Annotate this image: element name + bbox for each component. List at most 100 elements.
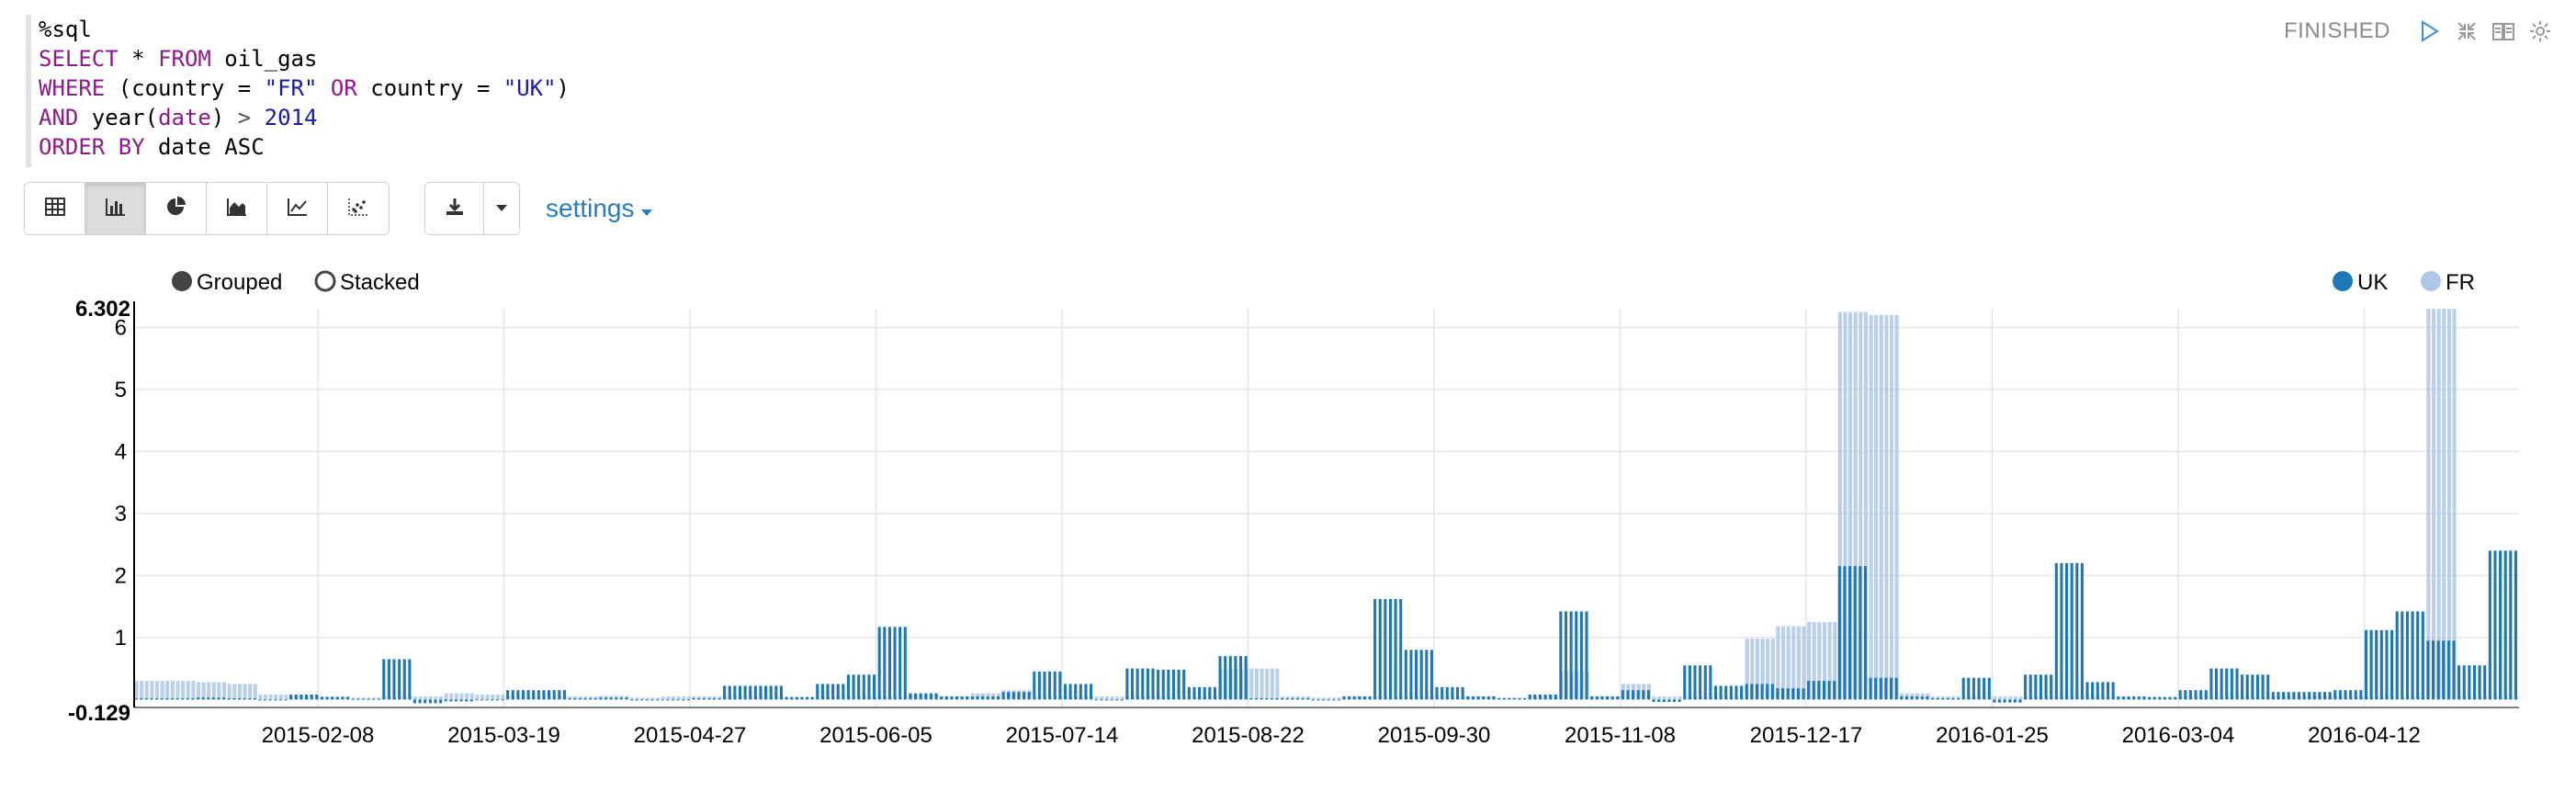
bar-fr[interactable] [1104,696,1109,700]
bar-fr[interactable] [1760,639,1765,700]
bar-uk[interactable] [1347,696,1351,700]
bar-fr[interactable] [1672,696,1678,700]
bar-uk[interactable] [315,694,319,700]
bar-fr[interactable] [1936,696,1940,700]
bar-uk[interactable] [1930,697,1935,700]
bar-uk[interactable] [1130,668,1135,700]
bar-uk[interactable] [1796,688,1800,700]
bar-uk[interactable] [2137,696,2141,700]
bar-uk[interactable] [1791,688,1795,700]
bar-uk[interactable] [1291,697,1294,700]
bar-fr[interactable] [1900,693,1904,700]
bar-uk[interactable] [749,685,752,700]
bar-uk[interactable] [862,674,865,700]
bar-fr[interactable] [495,694,500,700]
bar-uk[interactable] [191,697,195,700]
bar-fr[interactable] [1827,621,1832,700]
bar-fr[interactable] [686,696,691,700]
bar-uk[interactable] [1688,665,1691,700]
bar-uk[interactable] [2039,674,2043,700]
bar-fr[interactable] [1930,696,1936,700]
bar-uk[interactable] [1946,697,1949,700]
bar-uk[interactable] [501,699,504,701]
bar-fr[interactable] [140,681,144,700]
bar-fr[interactable] [1667,696,1672,700]
bar-uk[interactable] [2158,696,2162,700]
bar-uk[interactable] [1585,611,1588,700]
bar-uk[interactable] [341,696,345,700]
bar-uk[interactable] [2446,640,2450,700]
bar-fr[interactable] [1316,697,1321,700]
bar-uk[interactable] [1094,699,1098,701]
bar-uk[interactable] [1523,697,1527,700]
bar-uk[interactable] [2338,690,2342,700]
settings-dropdown[interactable]: settings [546,194,653,223]
bar-uk[interactable] [2416,611,2420,700]
bar-uk[interactable] [1234,656,1237,700]
bar-uk[interactable] [1817,681,1821,700]
bar-uk[interactable] [402,659,406,700]
bar-uk[interactable] [1074,684,1078,700]
bar-fr[interactable] [201,682,206,700]
bar-uk[interactable] [2044,674,2048,700]
bar-uk[interactable] [2065,562,2069,700]
bar-uk[interactable] [846,674,851,700]
bar-uk[interactable] [1053,671,1056,700]
bar-uk[interactable] [2472,665,2477,700]
bar-fr[interactable] [237,684,242,700]
bar-uk[interactable] [1508,697,1511,700]
bar-fr[interactable] [593,696,598,700]
bar-fr[interactable] [1100,696,1104,700]
bar-uk[interactable] [1812,681,1815,700]
bar-uk[interactable] [1445,686,1449,700]
bar-uk[interactable] [1879,677,1882,700]
bar-uk[interactable] [284,699,288,701]
bar-uk[interactable] [165,697,169,700]
bar-uk[interactable] [2452,640,2456,700]
bar-uk[interactable] [1337,699,1340,701]
bar-fr[interactable] [227,684,232,700]
bar-fr[interactable] [1910,693,1915,700]
bar-fr[interactable] [712,696,717,700]
bar-uk[interactable] [1869,677,1872,700]
bar-uk[interactable] [2359,690,2363,700]
bar-uk[interactable] [2101,682,2105,700]
bar-uk[interactable] [743,685,747,700]
bar-fr[interactable] [196,682,201,700]
bar-fr[interactable] [1848,311,1853,700]
bar-uk[interactable] [2421,611,2424,700]
bar-fr[interactable] [144,681,149,700]
bar-fr[interactable] [1321,697,1326,700]
bar-uk[interactable] [1776,688,1779,700]
bar-fr[interactable] [1662,696,1666,700]
bar-fr[interactable] [1946,696,1950,700]
bar-uk[interactable] [934,693,938,700]
bar-uk[interactable] [2018,699,2022,703]
bar-uk[interactable] [1859,566,1862,700]
bar-fr[interactable] [459,693,464,700]
bar-uk[interactable] [258,699,262,701]
bar-uk[interactable] [537,690,540,700]
bar-uk[interactable] [728,685,731,700]
bar-uk[interactable] [1652,699,1655,702]
bar-fr[interactable] [356,697,361,700]
bar-uk[interactable] [666,699,670,701]
bar-fr[interactable] [367,697,371,700]
bar-uk[interactable] [686,699,690,701]
bar-uk[interactable] [981,696,985,700]
grouped-radio[interactable] [172,271,192,291]
bar-fr[interactable] [970,693,975,700]
bar-fr[interactable] [1285,696,1290,700]
bar-fr[interactable] [645,697,650,700]
bar-uk[interactable] [867,674,871,700]
bar-uk[interactable] [583,697,587,700]
bar-uk[interactable] [615,697,618,700]
bar-uk[interactable] [465,699,469,702]
bar-fr[interactable] [573,696,578,700]
bar-uk[interactable] [2354,690,2357,700]
bar-fr[interactable] [1802,626,1806,700]
bar-fr[interactable] [1997,696,2003,700]
bar-uk[interactable] [2318,692,2322,700]
bar-uk[interactable] [1311,699,1315,701]
bar-uk[interactable] [1936,697,1939,700]
